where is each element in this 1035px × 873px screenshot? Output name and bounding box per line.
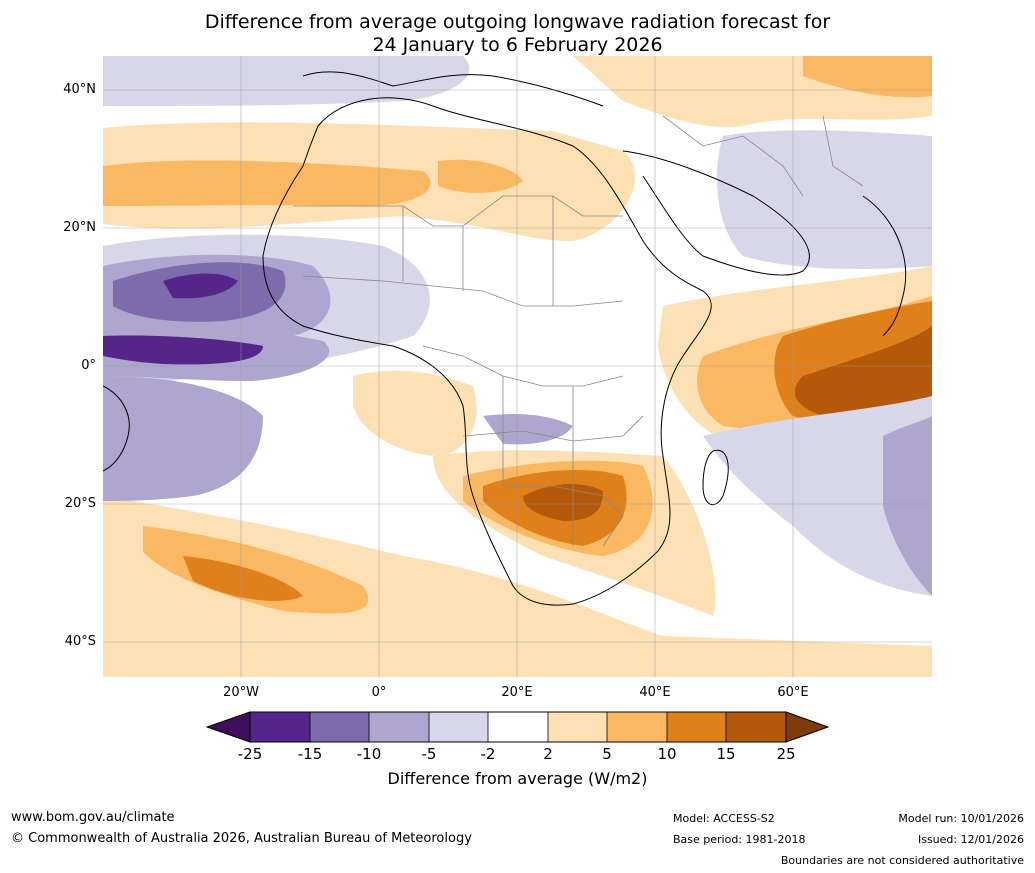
border-north-africa-verticals — [402, 196, 574, 546]
anomaly-core-south-atlantic — [143, 526, 369, 614]
colorbar-bin-2-5 — [548, 712, 607, 742]
anomaly-core-equator-atlantic — [103, 335, 263, 365]
colorbar-bin-neg5-neg2 — [429, 712, 488, 742]
anomaly-band-gulf-of-guinea — [353, 370, 477, 456]
graticule — [103, 56, 932, 677]
lon-label-20e: 20°E — [501, 685, 533, 700]
lon-label-0: 0° — [371, 685, 387, 700]
footer-model: Model: ACCESS-S2 — [673, 812, 775, 825]
colorbar-bin-neg15-neg10 — [310, 712, 369, 742]
colorbar-dividers — [309, 712, 727, 742]
border-sahara — [293, 195, 623, 227]
border-southern-africa — [503, 485, 624, 547]
colorbar — [205, 711, 830, 743]
colorbar-outline — [249, 711, 787, 743]
anomaly-band-south-atlantic — [103, 496, 932, 677]
colorbar-tick-25: 25 — [776, 745, 796, 763]
footer-copyright: © Commonwealth of Australia 2026, Austra… — [11, 831, 472, 846]
anomaly-band-central-africa — [483, 414, 573, 445]
chart-title-line2: 24 January to 6 February 2026 — [372, 34, 663, 56]
anomaly-core-north-atlantic — [103, 160, 431, 206]
anomaly-peak-indian-ocean — [794, 326, 932, 418]
lat-label-40s: 40°S — [64, 634, 96, 649]
colorbar-tick-neg15: -15 — [297, 745, 323, 763]
colorbar-extend-high — [785, 711, 830, 743]
country-borders — [293, 115, 864, 547]
colorbar-tick-15: 15 — [716, 745, 736, 763]
footer-disclaimer: Boundaries are not considered authoritat… — [780, 854, 1024, 867]
africa-coastline — [262, 97, 712, 606]
border-middle-east — [662, 115, 864, 197]
europe-coastline — [302, 71, 604, 107]
colorbar-bin-neg10-neg5 — [369, 712, 429, 742]
anomaly-band-north-atlantic-negative — [103, 56, 470, 106]
anomaly-peak-southern-africa — [523, 484, 603, 521]
colorbar-tick-neg2: -2 — [480, 745, 496, 763]
map-canvas — [103, 56, 932, 677]
footer-model-run: Model run: 10/01/2026 — [898, 812, 1024, 825]
anomaly-strong-south-atlantic — [183, 556, 303, 601]
olr-anomaly-map — [103, 56, 932, 677]
india-coastline — [862, 195, 907, 337]
colorbar-bin-neg2-2 — [488, 712, 548, 742]
colorbar-bin-10-15 — [667, 712, 726, 742]
lon-label-40e: 40°E — [639, 685, 671, 700]
anomaly-peak-west-africa — [163, 273, 238, 299]
colorbar-tick-5: 5 — [602, 745, 612, 763]
colorbar-extend-low — [205, 711, 251, 743]
anomaly-core-south-indian — [883, 416, 932, 596]
colorbar-bin-15-25 — [726, 712, 786, 742]
arabia-coastline — [622, 150, 810, 276]
colorbar-tick-neg5: -5 — [421, 745, 437, 763]
madagascar-coastline — [702, 449, 729, 506]
border-sahel — [302, 275, 624, 307]
anomaly-core-north-africa — [438, 159, 523, 193]
coastlines — [103, 71, 907, 606]
footer-issued: Issued: 12/01/2026 — [917, 833, 1024, 846]
south-america-coastline — [103, 385, 130, 472]
anomaly-band-south-atlantic-negative — [103, 376, 263, 501]
lat-label-0: 0° — [81, 358, 96, 373]
lat-label-40n: 40°N — [63, 82, 96, 97]
footer-url[interactable]: www.bom.gov.au/climate — [11, 810, 175, 825]
chart-title-line1: Difference from average outgoing longwav… — [204, 11, 831, 33]
anomaly-band-south-indian — [703, 396, 932, 596]
colorbar-tick-2: 2 — [543, 745, 553, 763]
colorbar-bin-neg25-neg15 — [250, 712, 310, 742]
border-central-africa — [422, 345, 624, 387]
footer-base-period: Base period: 1981-2018 — [673, 833, 806, 846]
lon-label-20w: 20°W — [223, 685, 259, 700]
negative-anomaly-fields — [103, 56, 932, 596]
colorbar-title: Difference from average (W/m2) — [387, 769, 648, 788]
anomaly-band-mideast-negative — [717, 130, 932, 269]
colorbar-tick-neg25: -25 — [237, 745, 263, 763]
colorbar-tick-neg10: -10 — [356, 745, 382, 763]
lon-label-60e: 60°E — [777, 685, 809, 700]
colorbar-bin-5-10 — [607, 712, 667, 742]
anomaly-band-mideast-core — [803, 56, 932, 98]
positive-anomaly-fields — [103, 56, 932, 677]
colorbar-tick-10: 10 — [657, 745, 677, 763]
lat-label-20s: 20°S — [64, 496, 96, 511]
lat-label-20n: 20°N — [63, 220, 96, 235]
